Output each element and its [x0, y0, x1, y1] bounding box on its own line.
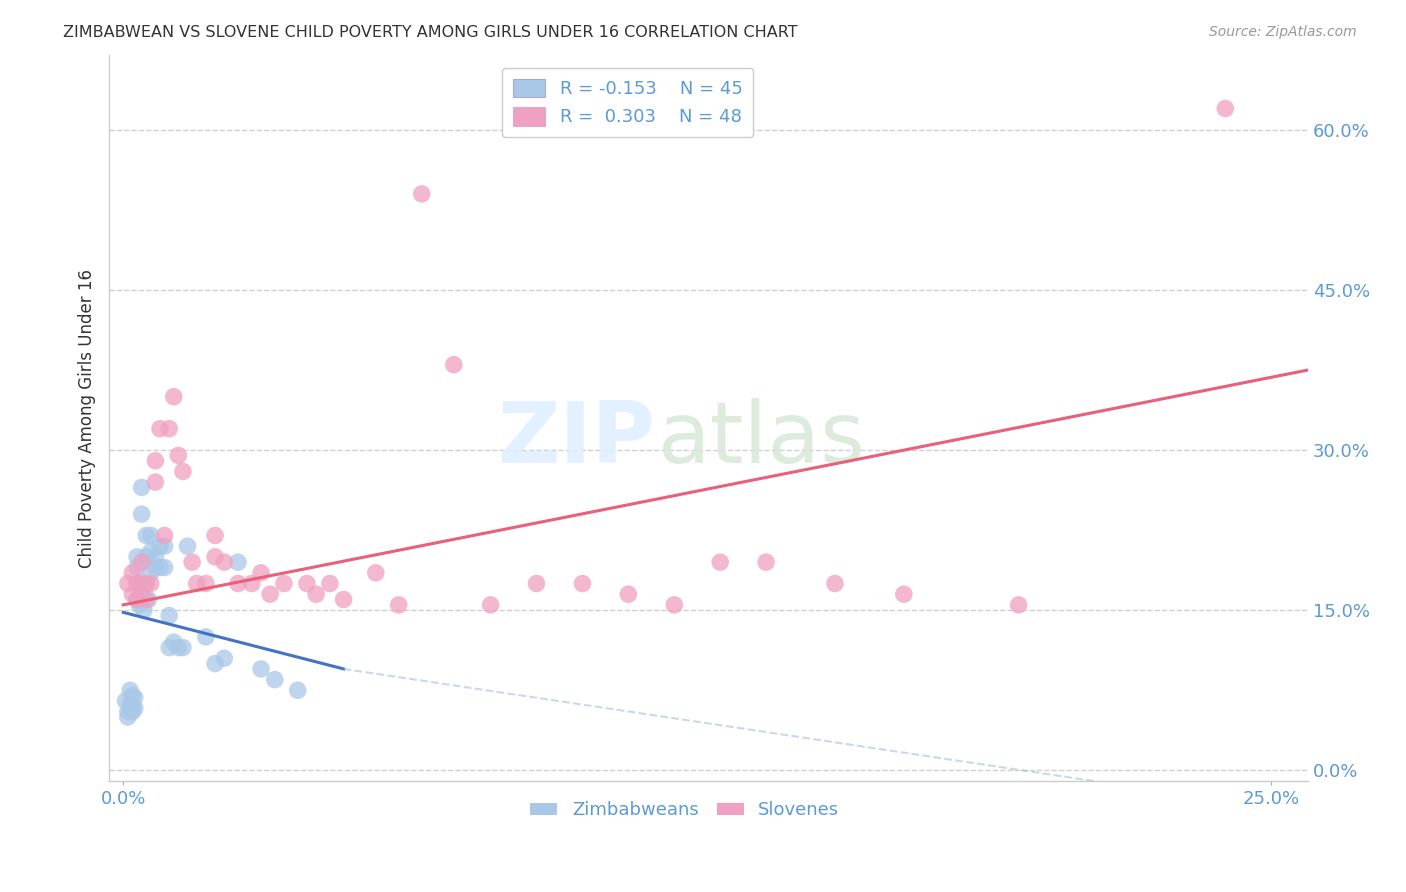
Point	[149, 422, 172, 436]
Point	[145, 454, 167, 468]
Point	[139, 566, 162, 580]
Point	[125, 592, 148, 607]
Point	[131, 480, 153, 494]
Point	[157, 640, 180, 655]
Point	[194, 630, 217, 644]
Text: atlas: atlas	[658, 399, 866, 482]
Point	[824, 576, 846, 591]
Point	[287, 683, 309, 698]
Point	[135, 576, 157, 591]
Point	[125, 549, 148, 564]
Point	[121, 587, 143, 601]
Point	[186, 576, 208, 591]
Point	[125, 576, 148, 591]
Point	[145, 560, 167, 574]
Point	[617, 587, 640, 601]
Point	[139, 528, 162, 542]
Point	[117, 576, 139, 591]
Point	[204, 528, 226, 542]
Point	[149, 539, 172, 553]
Point	[124, 701, 146, 715]
Y-axis label: Child Poverty Among Girls Under 16: Child Poverty Among Girls Under 16	[79, 268, 96, 567]
Point	[124, 690, 146, 705]
Point	[163, 390, 186, 404]
Point	[167, 640, 190, 655]
Point	[135, 576, 157, 591]
Point	[145, 475, 167, 489]
Point	[240, 576, 263, 591]
Point	[120, 683, 142, 698]
Point	[139, 544, 162, 558]
Point	[131, 576, 153, 591]
Point	[145, 549, 167, 564]
Point	[204, 549, 226, 564]
Point	[138, 592, 160, 607]
Point	[163, 635, 186, 649]
Point	[388, 598, 411, 612]
Point	[1213, 102, 1236, 116]
Point	[176, 539, 198, 553]
Point	[125, 592, 148, 607]
Point	[443, 358, 465, 372]
Point	[755, 555, 778, 569]
Point	[131, 507, 153, 521]
Point	[128, 598, 150, 612]
Point	[153, 560, 176, 574]
Point	[181, 555, 204, 569]
Point	[117, 705, 139, 719]
Point	[121, 566, 143, 580]
Text: Source: ZipAtlas.com: Source: ZipAtlas.com	[1209, 25, 1357, 39]
Point	[411, 186, 433, 201]
Point	[194, 576, 217, 591]
Point	[172, 640, 194, 655]
Point	[157, 422, 180, 436]
Point	[250, 566, 273, 580]
Legend: Zimbabweans, Slovenes: Zimbabweans, Slovenes	[523, 794, 846, 826]
Point	[273, 576, 295, 591]
Point	[114, 694, 136, 708]
Point	[709, 555, 731, 569]
Point	[226, 555, 249, 569]
Point	[121, 689, 143, 703]
Point	[121, 705, 143, 719]
Point	[250, 662, 273, 676]
Point	[153, 528, 176, 542]
Point	[571, 576, 593, 591]
Point	[305, 587, 328, 601]
Point	[295, 576, 318, 591]
Point	[131, 587, 153, 601]
Point	[121, 699, 143, 714]
Point	[149, 560, 172, 574]
Point	[263, 673, 285, 687]
Point	[135, 528, 157, 542]
Point	[204, 657, 226, 671]
Point	[157, 608, 180, 623]
Point	[135, 592, 157, 607]
Point	[132, 603, 155, 617]
Point	[893, 587, 915, 601]
Point	[131, 555, 153, 569]
Point	[319, 576, 342, 591]
Point	[120, 697, 142, 711]
Point	[153, 539, 176, 553]
Point	[139, 576, 162, 591]
Point	[1007, 598, 1029, 612]
Point	[526, 576, 548, 591]
Point	[664, 598, 686, 612]
Point	[214, 555, 236, 569]
Point	[259, 587, 281, 601]
Point	[332, 592, 354, 607]
Text: ZIMBABWEAN VS SLOVENE CHILD POVERTY AMONG GIRLS UNDER 16 CORRELATION CHART: ZIMBABWEAN VS SLOVENE CHILD POVERTY AMON…	[63, 25, 797, 40]
Point	[226, 576, 249, 591]
Point	[214, 651, 236, 665]
Point	[172, 465, 194, 479]
Point	[167, 449, 190, 463]
Point	[135, 549, 157, 564]
Point	[479, 598, 502, 612]
Point	[117, 710, 139, 724]
Point	[125, 560, 148, 574]
Point	[364, 566, 387, 580]
Point	[125, 576, 148, 591]
Text: ZIP: ZIP	[496, 399, 655, 482]
